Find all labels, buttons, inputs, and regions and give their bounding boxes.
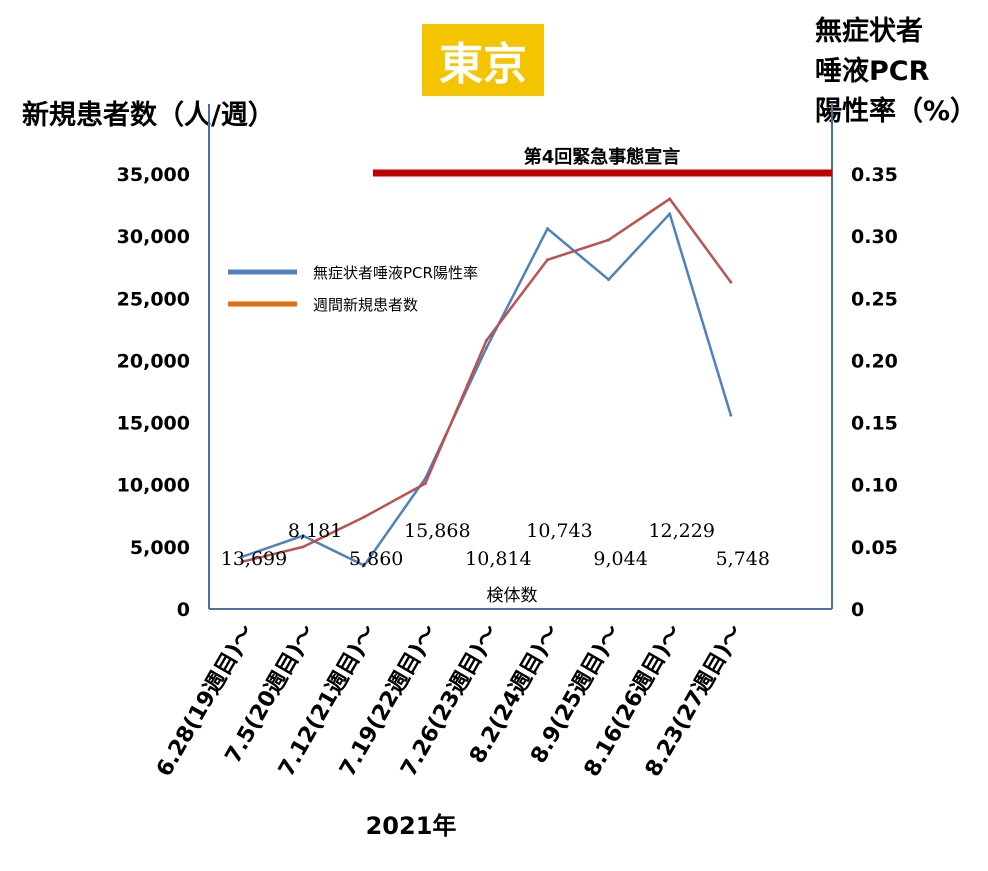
data-point bbox=[301, 545, 305, 549]
right-tick-label: 0 bbox=[851, 599, 864, 621]
right-axis-label-line: 無症状者 bbox=[815, 16, 923, 47]
left-tick-label: 35,000 bbox=[117, 164, 190, 186]
sample-count-label: 13,699 bbox=[221, 548, 287, 570]
right-tick-label: 0.05 bbox=[851, 537, 898, 559]
data-point bbox=[668, 197, 672, 201]
data-point bbox=[484, 339, 488, 343]
left-tick-label: 10,000 bbox=[117, 475, 190, 497]
legend-label: 無症状者唾液PCR陽性率 bbox=[313, 264, 478, 282]
left-axis-label: 新規患者数（人/週） bbox=[22, 100, 275, 131]
data-point bbox=[546, 258, 549, 262]
data-point bbox=[301, 534, 305, 538]
emergency-label: 第4回緊急事態宣言 bbox=[524, 146, 681, 168]
right-axis-label-line: 陽性率（%） bbox=[815, 96, 978, 127]
right-tick-label: 0.10 bbox=[851, 475, 898, 497]
right-tick-label: 0.35 bbox=[851, 164, 898, 186]
data-point bbox=[607, 238, 611, 242]
right-axis-label-line: 唾液PCR bbox=[815, 56, 930, 87]
data-point bbox=[729, 413, 733, 417]
data-point bbox=[668, 212, 672, 216]
sample-count-title: 検体数 bbox=[487, 586, 538, 606]
data-point bbox=[607, 278, 611, 282]
sample-count-label: 5,748 bbox=[716, 548, 770, 570]
sample-count-label: 8,181 bbox=[288, 520, 342, 542]
data-point bbox=[240, 555, 244, 559]
right-tick-label: 0.20 bbox=[851, 350, 898, 372]
left-tick-label: 5,000 bbox=[130, 537, 190, 559]
left-tick-label: 20,000 bbox=[117, 350, 190, 372]
data-point bbox=[362, 564, 366, 567]
data-point bbox=[240, 560, 244, 564]
right-tick-label: 0.15 bbox=[851, 413, 898, 435]
data-point bbox=[484, 346, 488, 350]
left-tick-label: 0 bbox=[177, 599, 190, 621]
left-tick-label: 30,000 bbox=[117, 226, 190, 248]
right-axis-label: 無症状者 唾液PCR 陽性率（%） bbox=[815, 12, 977, 132]
sample-count-label: 10,743 bbox=[526, 520, 592, 542]
sample-count-label: 10,814 bbox=[465, 548, 531, 570]
right-tick-label: 0.30 bbox=[851, 226, 898, 248]
legend-label: 週間新規患者数 bbox=[313, 296, 418, 314]
chart-title: 東京 bbox=[422, 24, 544, 96]
data-point bbox=[362, 515, 366, 519]
data-point bbox=[546, 227, 549, 231]
year-label: 2021年 bbox=[366, 812, 457, 840]
left-tick-label: 15,000 bbox=[117, 413, 190, 435]
sample-count-label: 9,044 bbox=[593, 548, 647, 570]
series-line-1 bbox=[241, 197, 732, 564]
left-tick-label: 25,000 bbox=[117, 288, 190, 310]
data-point bbox=[423, 481, 427, 485]
sample-count-label: 5,860 bbox=[349, 548, 403, 570]
data-point bbox=[729, 280, 733, 284]
right-tick-label: 0.25 bbox=[851, 288, 898, 310]
sample-count-label: 15,868 bbox=[404, 520, 470, 542]
sample-count-label: 12,229 bbox=[648, 520, 714, 542]
